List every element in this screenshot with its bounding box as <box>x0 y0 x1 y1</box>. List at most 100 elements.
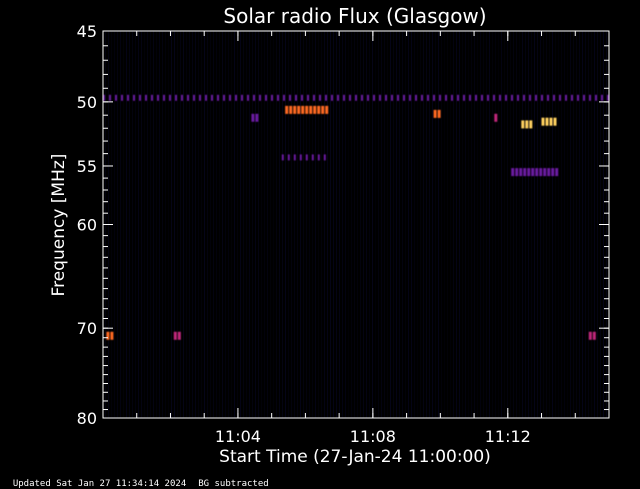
emission-band-segment <box>223 94 225 101</box>
noise-stripe <box>573 31 574 418</box>
noise-stripe <box>522 31 523 418</box>
noise-stripe <box>306 31 307 418</box>
noise-stripe <box>231 31 232 418</box>
emission-band-segment <box>337 94 339 101</box>
noise-stripe <box>555 31 556 418</box>
noise-stripe <box>303 31 304 418</box>
background-note: BG subtracted <box>198 479 269 489</box>
emission-band-segment <box>397 94 399 101</box>
noise-stripe <box>342 31 343 418</box>
noise-stripe <box>141 31 142 418</box>
noise-stripe <box>243 31 244 418</box>
noise-stripe <box>558 31 559 418</box>
burst-cell <box>177 331 181 340</box>
noise-stripe <box>423 31 424 418</box>
noise-stripe <box>597 31 598 418</box>
noise-stripe <box>267 31 268 418</box>
burst-cell <box>289 105 293 114</box>
burst-cell <box>555 168 559 177</box>
emission-band-segment <box>287 154 290 161</box>
noise-stripe <box>351 31 352 418</box>
emission-band-segment <box>325 94 327 101</box>
noise-stripe <box>495 31 496 418</box>
noise-stripe <box>414 31 415 418</box>
noise-stripe <box>399 31 400 418</box>
emission-band-segment <box>475 94 477 101</box>
noise-stripe <box>153 31 154 418</box>
y-tick-label: 55 <box>77 157 97 176</box>
emission-band-segment <box>379 94 381 101</box>
noise-stripe <box>507 31 508 418</box>
noise-stripe <box>168 31 169 418</box>
noise-stripe <box>477 31 478 418</box>
x-axis: 11:04 11:08 11:12 <box>102 31 610 446</box>
emission-band-segment <box>307 94 309 101</box>
noise-stripe <box>162 31 163 418</box>
noise-stripe <box>177 31 178 418</box>
y-tick-label: 80 <box>77 409 97 428</box>
noise-stripe <box>123 31 124 418</box>
noise-stripe <box>393 31 394 418</box>
emission-band-segment <box>145 94 147 101</box>
emission-band-segment <box>331 94 333 101</box>
noise-stripe <box>426 31 427 418</box>
emission-band-segment <box>349 94 351 101</box>
noise-stripe <box>486 31 487 418</box>
emission-band-segment <box>415 94 417 101</box>
noise-stripe <box>402 31 403 418</box>
emission-band-segment <box>601 94 603 101</box>
burst-cell <box>529 120 533 129</box>
noise-stripe <box>129 31 130 418</box>
noise-stripe <box>312 31 313 418</box>
noise-stripe <box>336 31 337 418</box>
updated-timestamp: Updated Sat Jan 27 11:34:14 2024 <box>12 479 187 489</box>
noise-stripe <box>189 31 190 418</box>
noise-stripe <box>255 31 256 418</box>
noise-stripe <box>204 31 205 418</box>
noise-stripe <box>501 31 502 418</box>
emission-band-segment <box>535 94 537 101</box>
noise-stripe <box>339 31 340 418</box>
noise-stripe <box>201 31 202 418</box>
noise-stripe <box>483 31 484 418</box>
noise-stripe <box>300 31 301 418</box>
noise-stripe <box>207 31 208 418</box>
noise-stripe <box>387 31 388 418</box>
emission-band-segment <box>367 94 369 101</box>
noise-stripe <box>552 31 553 418</box>
emission-band-segment <box>247 94 249 101</box>
burst-cell <box>543 168 547 177</box>
emission-band-segment <box>571 94 573 101</box>
noise-stripe <box>528 31 529 418</box>
noise-stripe <box>321 31 322 418</box>
burst-cell <box>553 117 557 126</box>
noise-stripe <box>375 31 376 418</box>
noise-stripe <box>279 31 280 418</box>
noise-stripe <box>273 31 274 418</box>
emission-band-segment <box>553 94 555 101</box>
emission-band-segment <box>217 94 219 101</box>
emission-band-segment <box>265 94 267 101</box>
burst-cell <box>521 120 525 129</box>
burst-cell <box>519 168 523 177</box>
noise-stripe <box>135 31 136 418</box>
noise-stripe <box>465 31 466 418</box>
noise-stripe <box>174 31 175 418</box>
emission-band-segment <box>323 154 326 161</box>
noise-stripe <box>537 31 538 418</box>
noise-stripe <box>294 31 295 418</box>
emission-band-segment <box>427 94 429 101</box>
noise-stripe <box>138 31 139 418</box>
burst-cell <box>545 117 549 126</box>
noise-stripe <box>249 31 250 418</box>
burst-cell <box>173 331 177 340</box>
noise-stripe <box>120 31 121 418</box>
y-tick-label: 50 <box>77 93 97 112</box>
emission-band-segment <box>211 94 213 101</box>
emission-band-segment <box>317 154 320 161</box>
emission-band-segment <box>361 94 363 101</box>
emission-band-segment <box>403 94 405 101</box>
noise-stripe <box>195 31 196 418</box>
noise-stripe <box>132 31 133 418</box>
emission-band-segment <box>589 94 591 101</box>
